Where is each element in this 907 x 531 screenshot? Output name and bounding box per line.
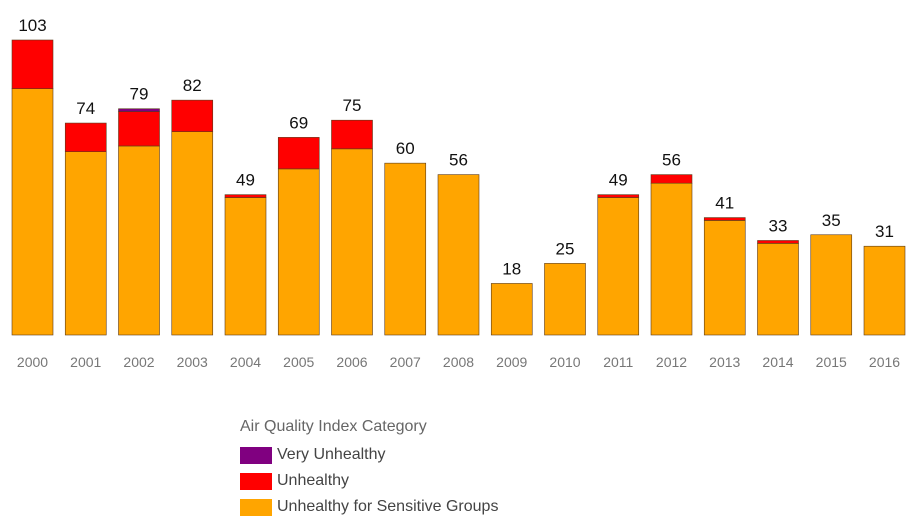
legend-item-very-unhealthy: Very Unhealthy: [240, 442, 498, 468]
x-tick-2005: 2005: [283, 354, 314, 370]
total-label-2002: 79: [130, 85, 149, 104]
bar-2012-unhealthy-for-sensitive-groups: [650, 182, 693, 336]
x-tick-2016: 2016: [869, 354, 900, 370]
legend-label-unhealthy: Unhealthy: [277, 472, 350, 489]
bar-2003-unhealthy-for-sensitive-groups: [171, 131, 214, 336]
x-tick-2011: 2011: [603, 354, 633, 370]
bar-2010-unhealthy-for-sensitive-groups: [544, 263, 586, 336]
total-label-2015: 35: [822, 211, 841, 230]
legend-swatch-very-unhealthy: [240, 446, 272, 464]
x-tick-2001: 2001: [70, 354, 101, 370]
total-label-2003: 82: [183, 76, 202, 95]
legend-swatch-unhealthy: [240, 472, 272, 490]
total-label-2010: 25: [556, 239, 575, 258]
legend-label-unhealthy-sensitive: Unhealthy for Sensitive Groups: [277, 498, 499, 515]
total-label-2014: 33: [769, 216, 788, 235]
x-tick-2013: 2013: [709, 354, 740, 370]
total-label-2011: 49: [609, 171, 628, 190]
legend: Air Quality Index Category Very Unhealth…: [240, 418, 498, 520]
bar-2011-unhealthy: [597, 194, 640, 198]
x-tick-2003: 2003: [177, 354, 208, 370]
bar-2005-unhealthy: [277, 137, 320, 170]
bar-2002-unhealthy: [118, 111, 160, 147]
bar-2003-unhealthy: [171, 99, 214, 132]
stacked-bar-chart: 103 74 79 82 49 69 75 60 56 18 25 49 56 41 33 35 31 2000…: [11, 16, 906, 370]
x-tick-2009: 2009: [496, 354, 527, 370]
x-tick-2008: 2008: [443, 354, 474, 370]
bar-2001-unhealthy-for-sensitive-groups: [64, 151, 107, 336]
bar-2008-unhealthy-for-sensitive-groups: [437, 174, 480, 336]
x-tick-2010: 2010: [549, 354, 580, 370]
total-label-2007: 60: [396, 139, 415, 158]
x-tick-2012: 2012: [656, 354, 687, 370]
bar-2000-unhealthy: [11, 39, 54, 89]
legend-item-unhealthy-sensitive: Unhealthy for Sensitive Groups: [240, 494, 498, 520]
legend-label-very-unhealthy: Very Unhealthy: [277, 446, 386, 463]
bar-2009-unhealthy-for-sensitive-groups: [490, 283, 533, 336]
bar-2007-unhealthy-for-sensitive-groups: [384, 162, 427, 336]
total-labels-group: 103 74 79 82 49 69 75 60 56 18 25 49 56 41 33 35 31: [18, 16, 894, 278]
bar-2006-unhealthy-for-sensitive-groups: [331, 148, 373, 336]
total-label-2013: 41: [715, 194, 734, 213]
legend-item-unhealthy: Unhealthy: [240, 468, 498, 494]
bar-2000-unhealthy-for-sensitive-groups: [11, 88, 54, 336]
bar-2013-unhealthy: [703, 217, 746, 221]
total-label-2000: 103: [18, 16, 46, 35]
x-tick-2014: 2014: [762, 354, 793, 370]
total-label-2009: 18: [502, 259, 521, 278]
bar-2013-unhealthy-for-sensitive-groups: [703, 220, 746, 336]
x-tick-2000: 2000: [17, 354, 48, 370]
bar-2001-unhealthy: [64, 122, 107, 152]
bar-2014-unhealthy-for-sensitive-groups: [757, 243, 799, 336]
legend-title: Air Quality Index Category: [240, 418, 427, 435]
bar-2005-unhealthy-for-sensitive-groups: [277, 168, 320, 336]
legend-swatch-unhealthy-sensitive: [240, 498, 272, 516]
bar-2002-very-unhealthy: [118, 108, 160, 112]
total-label-2016: 31: [875, 222, 894, 241]
total-label-2008: 56: [449, 151, 468, 170]
x-tick-2015: 2015: [816, 354, 847, 370]
total-label-2004: 49: [236, 171, 255, 190]
x-tick-2004: 2004: [230, 354, 261, 370]
bar-2004-unhealthy-for-sensitive-groups: [224, 197, 267, 336]
bar-2016-unhealthy-for-sensitive-groups: [863, 245, 906, 336]
bar-2014-unhealthy: [757, 240, 799, 244]
bar-2012-unhealthy: [650, 174, 693, 184]
x-tick-labels-group: 2000 2001 2002 2003 2004 2005 2006 2007 2008 2009…: [17, 354, 900, 370]
x-tick-2007: 2007: [390, 354, 421, 370]
total-label-2001: 74: [76, 99, 95, 118]
total-label-2005: 69: [289, 113, 308, 132]
x-tick-2006: 2006: [336, 354, 367, 370]
x-tick-2002: 2002: [123, 354, 154, 370]
bar-2015-unhealthy-for-sensitive-groups: [810, 234, 853, 336]
bar-2006-unhealthy: [331, 119, 373, 150]
bar-2002-unhealthy-for-sensitive-groups: [118, 145, 160, 336]
total-label-2012: 56: [662, 151, 681, 170]
bar-2004-unhealthy: [224, 194, 267, 198]
total-label-2006: 75: [343, 96, 362, 115]
bars-group: [11, 39, 906, 336]
bar-2011-unhealthy-for-sensitive-groups: [597, 197, 640, 336]
